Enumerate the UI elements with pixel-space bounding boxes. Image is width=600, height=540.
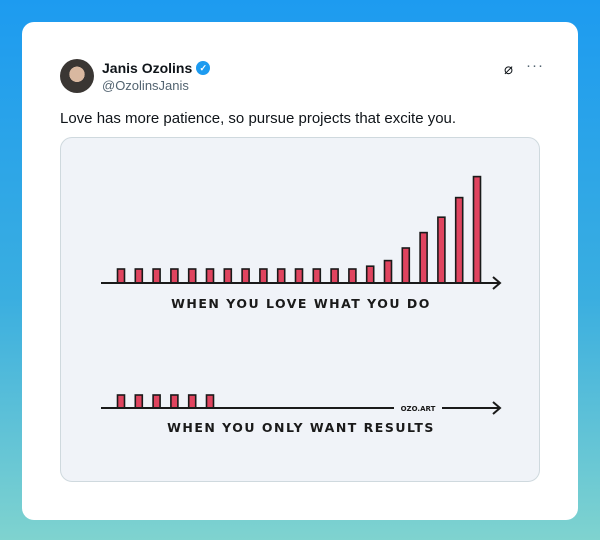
author-name[interactable]: Janis Ozolins ✓ [102,60,211,76]
verified-badge-icon: ✓ [196,61,211,75]
grok-icon[interactable]: ⌀ [504,61,514,78]
author-name-text: Janis Ozolins [102,60,193,76]
top-bar [276,268,286,284]
top-bar [312,268,322,284]
bottom-bar [134,394,144,409]
top-bar [152,268,161,284]
bottom-bar [116,394,126,409]
bottom-bar [170,394,179,409]
top-bar [187,268,197,284]
top-bar [472,175,482,284]
top-bar [401,247,411,284]
top-bar [170,268,179,284]
post-image[interactable]: WHEN YOU LOVE WHAT YOU DO OZO.ART WHEN Y… [60,137,540,482]
top-bar [223,268,233,284]
top-axis-arrow [492,276,502,290]
top-bar [383,259,393,284]
bottom-bar [205,394,215,409]
top-bar [419,231,428,284]
top-bar [294,268,304,284]
top-bar [330,268,339,284]
illustration: WHEN YOU LOVE WHAT YOU DO OZO.ART WHEN Y… [101,175,502,435]
top-bar [365,265,375,284]
top-bar [116,268,126,284]
bottom-caption: WHEN YOU ONLY WANT RESULTS [167,420,435,435]
bottom-bar [187,394,197,409]
top-bar [134,268,144,284]
top-bar [437,216,446,284]
avatar[interactable] [60,59,94,93]
top-bar [454,196,464,284]
top-bar [205,268,215,284]
author-handle[interactable]: @OzolinsJanis [102,78,189,93]
top-bar [348,268,357,284]
watermark: OZO.ART [401,405,436,413]
tweet-card: Janis Ozolins ✓ @OzolinsJanis ⌀ ··· Love… [22,22,578,520]
top-bar [241,268,250,284]
top-bar [259,268,268,284]
bottom-bar [152,394,161,409]
more-options-button[interactable]: ··· [526,57,544,74]
top-caption: WHEN YOU LOVE WHAT YOU DO [171,296,431,311]
bottom-axis-arrow [492,401,502,415]
post-text: Love has more patience, so pursue projec… [60,110,457,127]
